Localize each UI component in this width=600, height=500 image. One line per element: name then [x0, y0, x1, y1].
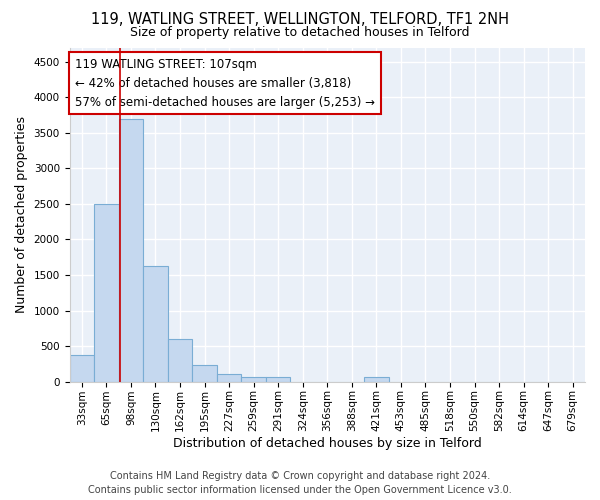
Bar: [241, 378, 266, 382]
Text: 119, WATLING STREET, WELLINGTON, TELFORD, TF1 2NH: 119, WATLING STREET, WELLINGTON, TELFORD…: [91, 12, 509, 28]
Bar: [143, 266, 168, 382]
Bar: [94, 204, 119, 382]
Text: Contains HM Land Registry data © Crown copyright and database right 2024.
Contai: Contains HM Land Registry data © Crown c…: [88, 471, 512, 495]
Text: Size of property relative to detached houses in Telford: Size of property relative to detached ho…: [130, 26, 470, 39]
Bar: [119, 118, 143, 382]
Bar: [168, 339, 192, 382]
Text: 119 WATLING STREET: 107sqm
← 42% of detached houses are smaller (3,818)
57% of s: 119 WATLING STREET: 107sqm ← 42% of deta…: [74, 58, 374, 108]
X-axis label: Distribution of detached houses by size in Telford: Distribution of detached houses by size …: [173, 437, 482, 450]
Bar: [364, 378, 389, 382]
Bar: [192, 364, 217, 382]
Bar: [70, 354, 94, 382]
Y-axis label: Number of detached properties: Number of detached properties: [15, 116, 28, 313]
Bar: [217, 374, 241, 382]
Bar: [266, 378, 290, 382]
